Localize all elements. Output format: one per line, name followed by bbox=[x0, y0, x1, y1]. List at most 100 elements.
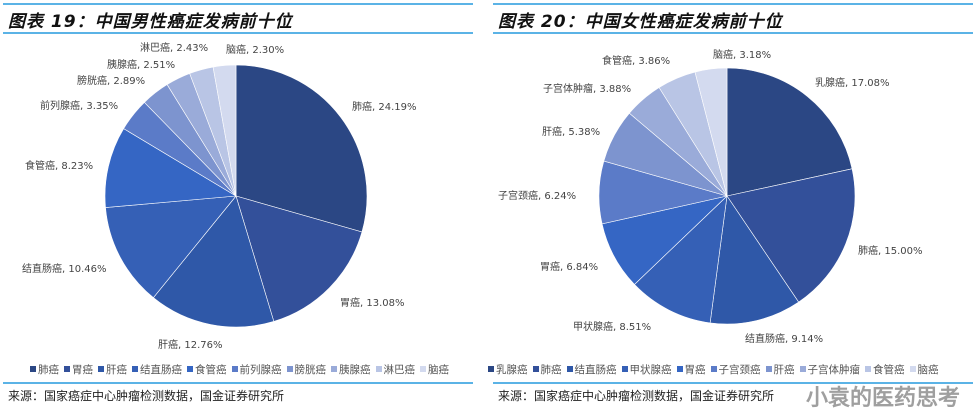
pie-slice-结直肠癌 bbox=[105, 195, 237, 299]
legend-item: 肺癌 bbox=[30, 364, 59, 376]
pie-slice-甲状腺癌 bbox=[634, 195, 728, 324]
legend-label: 甲状腺癌 bbox=[629, 364, 672, 376]
legend-label: 脑癌 bbox=[917, 364, 939, 376]
legend-item: 膀胱癌 bbox=[286, 364, 327, 376]
pie-slice-肺癌 bbox=[726, 168, 856, 303]
legend-swatch bbox=[488, 366, 494, 372]
pie-slice-肝癌 bbox=[152, 195, 275, 328]
legend-item: 食管癌 bbox=[187, 364, 227, 376]
pie-slice-胃癌 bbox=[235, 195, 363, 322]
pie-slice-脑癌 bbox=[694, 67, 728, 197]
pie-slice-结直肠癌 bbox=[709, 195, 800, 325]
legend: 肺癌 胃癌 肝癌 结直肠癌 食管癌 前列腺癌 膀胱癌 胰腺癌 淋巴癌 脑癌 bbox=[30, 362, 454, 377]
data-label: 甲状腺癌, 8.51% bbox=[573, 322, 652, 333]
legend-swatch bbox=[64, 366, 70, 372]
data-label: 结直肠癌, 9.14% bbox=[745, 334, 824, 345]
legend-swatch bbox=[420, 366, 426, 372]
female-pie-chart bbox=[598, 67, 856, 325]
legend-swatch bbox=[566, 366, 573, 372]
female-chart-panel: 图表 20：中国女性癌症发病前十位 乳腺癌, 17.08% 肺癌, 15.00% 结… bbox=[488, 0, 976, 415]
legend-item: 脑癌 bbox=[909, 364, 939, 376]
legend-item: 子宫颈癌 bbox=[710, 364, 761, 376]
legend-label: 淋巴癌 bbox=[383, 364, 416, 376]
legend-item: 胰腺癌 bbox=[331, 364, 371, 376]
legend-label: 结直肠癌 bbox=[574, 364, 617, 376]
legend-item: 子宫体肿瘤 bbox=[799, 364, 861, 376]
pie-slice-脑癌 bbox=[212, 64, 237, 197]
legend-swatch bbox=[710, 366, 717, 372]
legend-label: 肺癌 bbox=[540, 364, 562, 376]
male-chart-panel: 图表 19：中国男性癌症发病前十位 肺癌, 24.19% 胃癌, 13.08% 肝癌… bbox=[3, 3, 473, 403]
data-label: 乳腺癌, 17.08% bbox=[815, 78, 890, 89]
legend-label: 胃癌 bbox=[72, 364, 93, 376]
legend-label: 膀胱癌 bbox=[294, 364, 327, 376]
data-label: 子宫体肿瘤, 3.88% bbox=[543, 84, 632, 95]
pie-slice-食管癌 bbox=[104, 128, 237, 208]
data-label: 脑癌, 3.18% bbox=[713, 50, 772, 61]
male-pie-chart bbox=[104, 64, 368, 328]
legend-item: 结直肠癌 bbox=[566, 364, 617, 376]
data-label: 肝癌, 12.76% bbox=[158, 340, 223, 351]
data-label: 食管癌, 3.86% bbox=[602, 56, 671, 67]
data-label: 胃癌, 6.84% bbox=[540, 262, 599, 273]
legend-swatch bbox=[909, 366, 916, 372]
legend-label: 肝癌 bbox=[773, 364, 795, 376]
legend-label: 食管癌 bbox=[195, 364, 227, 376]
divider bbox=[3, 382, 473, 384]
legend-item: 淋巴癌 bbox=[375, 364, 416, 376]
data-label: 淋巴癌, 2.43% bbox=[140, 43, 209, 54]
data-label: 膀胱癌, 2.89% bbox=[77, 76, 146, 87]
data-label: 肺癌, 24.19% bbox=[352, 102, 417, 113]
chart-title: 图表 20：中国女性癌症发病前十位 bbox=[498, 12, 783, 32]
chart-title: 图表 19：中国男性癌症发病前十位 bbox=[8, 12, 293, 32]
legend-swatch bbox=[375, 366, 382, 372]
divider bbox=[3, 3, 473, 5]
legend-swatch bbox=[132, 366, 138, 372]
legend-swatch bbox=[765, 366, 772, 372]
legend-label: 子宫体肿瘤 bbox=[807, 364, 861, 376]
legend-item: 甲状腺癌 bbox=[621, 364, 672, 376]
divider bbox=[493, 3, 973, 5]
legend-label: 食管癌 bbox=[873, 364, 905, 376]
legend-label: 结直肠癌 bbox=[140, 364, 182, 376]
legend-swatch bbox=[621, 366, 628, 372]
legend-swatch bbox=[799, 366, 806, 372]
legend-label: 乳腺癌 bbox=[496, 364, 528, 376]
legend: 乳腺癌 肺癌 结直肠癌 甲状腺癌 胃癌 子宫颈癌 肝癌 子宫体肿瘤 食管癌 脑癌 bbox=[488, 362, 944, 377]
data-label: 胰腺癌, 2.51% bbox=[107, 60, 176, 71]
data-label: 结直肠癌, 10.46% bbox=[22, 264, 107, 275]
legend-swatch bbox=[331, 366, 337, 372]
legend-swatch bbox=[865, 366, 871, 372]
legend-item: 前列腺癌 bbox=[231, 364, 282, 376]
divider bbox=[3, 32, 473, 34]
legend-label: 子宫颈癌 bbox=[718, 364, 761, 376]
legend-swatch bbox=[532, 366, 539, 372]
source-note: 来源：国家癌症中心肿瘤检测数据，国金证券研究所 bbox=[498, 389, 775, 403]
legend-item: 胃癌 bbox=[676, 364, 706, 376]
legend-swatch bbox=[30, 366, 36, 372]
legend-label: 肺癌 bbox=[38, 364, 59, 376]
legend-label: 肝癌 bbox=[106, 364, 127, 376]
pie-slice-肺癌 bbox=[235, 64, 368, 233]
pie-slice-乳腺癌 bbox=[726, 67, 853, 197]
legend-item: 食管癌 bbox=[865, 364, 905, 376]
legend-item: 结直肠癌 bbox=[132, 364, 182, 376]
watermark: 小袁的医药思考 bbox=[806, 386, 961, 411]
legend-swatch bbox=[676, 366, 683, 372]
data-label: 前列腺癌, 3.35% bbox=[40, 101, 119, 112]
legend-swatch bbox=[187, 366, 193, 372]
divider bbox=[493, 32, 973, 34]
data-label: 肺癌, 15.00% bbox=[858, 246, 923, 257]
legend-label: 胰腺癌 bbox=[339, 364, 371, 376]
legend-label: 脑癌 bbox=[428, 364, 449, 376]
legend-label: 前列腺癌 bbox=[239, 364, 282, 376]
legend-swatch bbox=[231, 366, 238, 372]
legend-label: 胃癌 bbox=[684, 364, 706, 376]
legend-item: 肝癌 bbox=[98, 364, 127, 376]
source-note: 来源：国家癌症中心肿瘤检测数据，国金证券研究所 bbox=[8, 389, 285, 403]
legend-item: 乳腺癌 bbox=[488, 364, 528, 376]
legend-swatch bbox=[286, 366, 293, 372]
data-label: 胃癌, 13.08% bbox=[340, 298, 405, 309]
divider bbox=[493, 382, 973, 384]
